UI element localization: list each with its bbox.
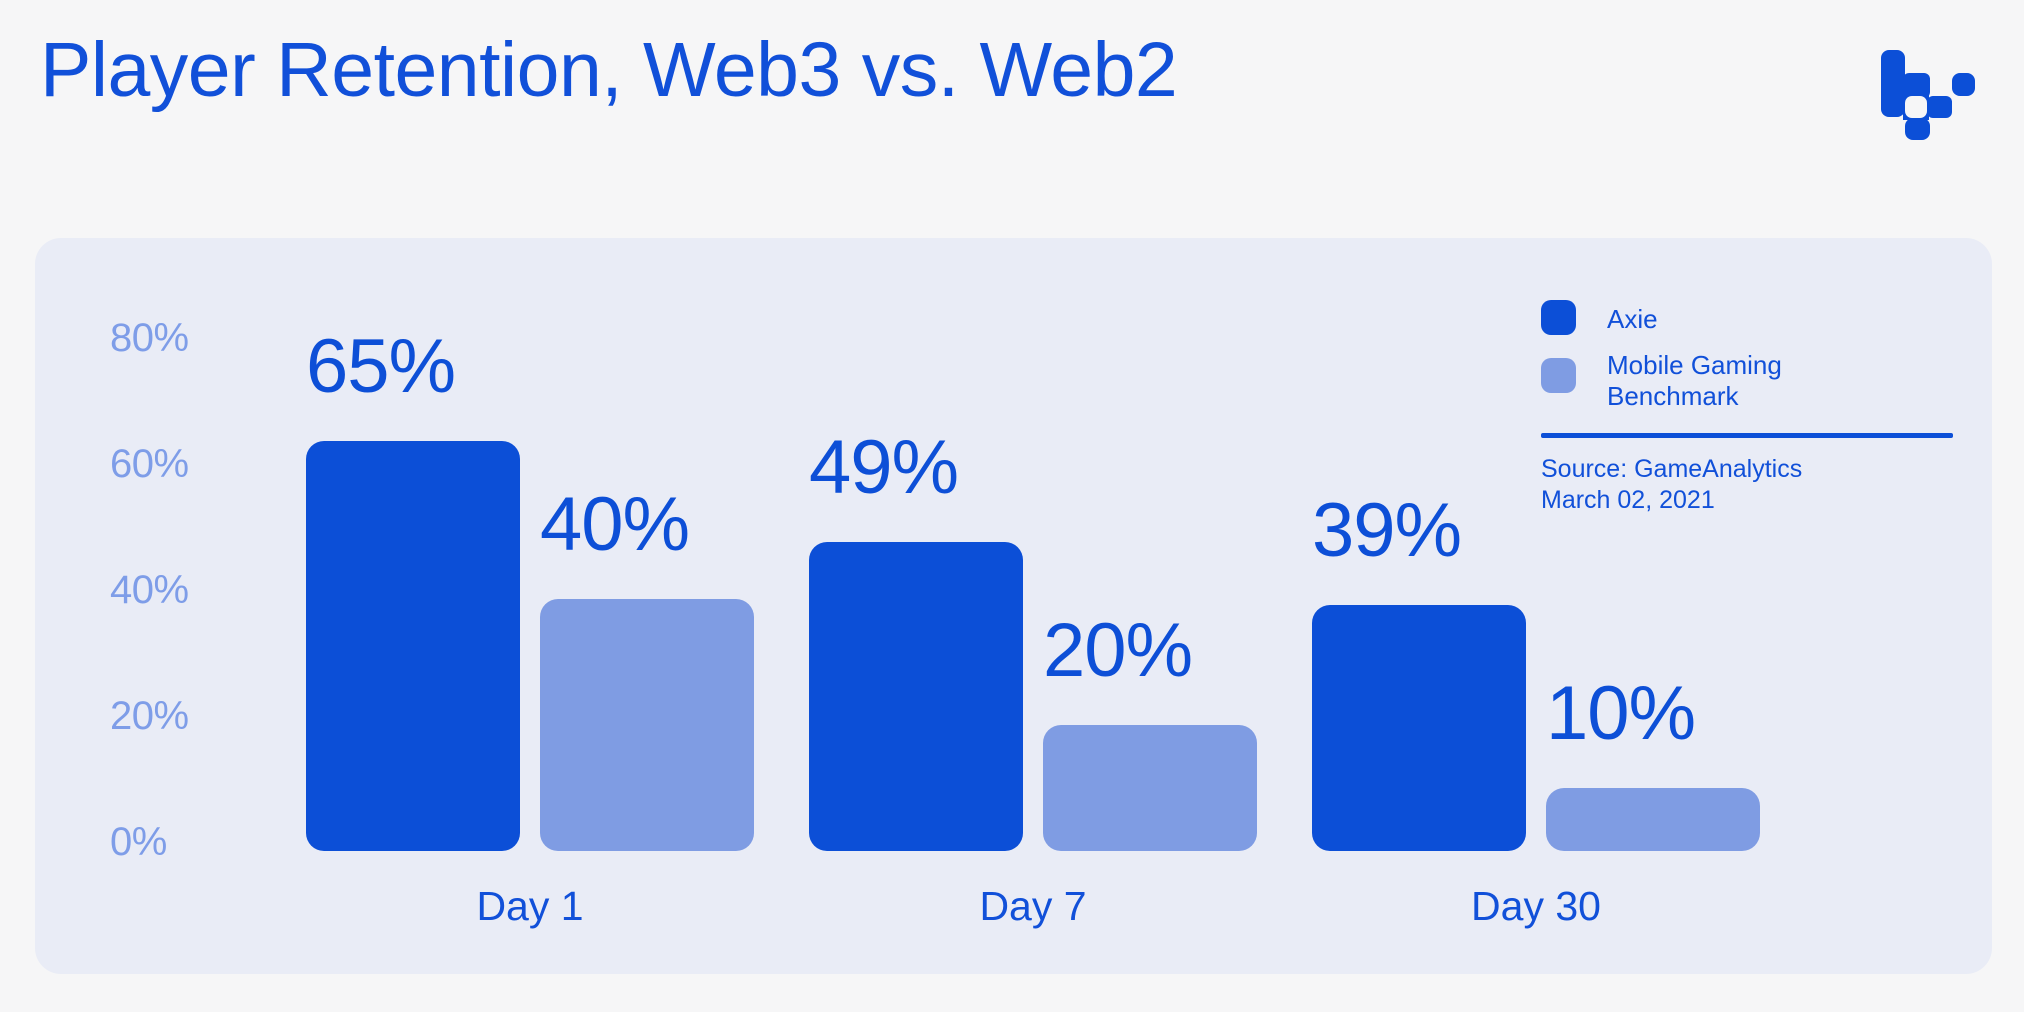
- x-axis-category-label: Day 1: [476, 883, 584, 929]
- x-axis-category-label: Day 30: [1471, 883, 1601, 929]
- x-axis-category-label: Day 7: [979, 883, 1087, 929]
- legend-label-benchmark: Mobile Gaming Benchmark: [1607, 350, 1782, 411]
- y-axis-tick-label: 20%: [110, 694, 189, 738]
- y-axis-tick-label: 80%: [110, 316, 189, 360]
- bar-value-label: 49%: [809, 425, 959, 510]
- legend-swatch-axie: [1541, 300, 1576, 335]
- bar-value-label: 20%: [1043, 608, 1193, 693]
- bar-value-label: 65%: [306, 324, 456, 409]
- bar-benchmark-day-30: [1546, 788, 1760, 851]
- legend-label-axie: Axie: [1607, 304, 1658, 334]
- source-line-1: Source: GameAnalytics: [1541, 455, 1803, 483]
- bar-value-label: 40%: [540, 482, 690, 567]
- y-axis-tick-label: 60%: [110, 442, 189, 486]
- source-note: Source: GameAnalytics March 02, 2021: [1541, 454, 1802, 516]
- chart-panel: Axie Mobile Gaming Benchmark Source: Gam…: [35, 238, 1992, 974]
- legend-swatch-benchmark: [1541, 358, 1576, 393]
- bar-benchmark-day-1: [540, 599, 754, 851]
- bar-axie-day-1: [306, 441, 520, 851]
- bar-benchmark-day-7: [1043, 725, 1257, 851]
- y-axis-tick-label: 0%: [110, 820, 167, 864]
- pixel-mark-logo-icon: [1881, 50, 1975, 140]
- bar-value-label: 39%: [1312, 488, 1462, 573]
- bar-value-label: 10%: [1546, 671, 1696, 756]
- source-line-2: March 02, 2021: [1541, 486, 1715, 514]
- page-title: Player Retention, Web3 vs. Web2: [40, 27, 1178, 113]
- legend-divider: [1541, 433, 1953, 438]
- y-axis-tick-label: 40%: [110, 568, 189, 612]
- bar-axie-day-30: [1312, 605, 1526, 851]
- bar-axie-day-7: [809, 542, 1023, 851]
